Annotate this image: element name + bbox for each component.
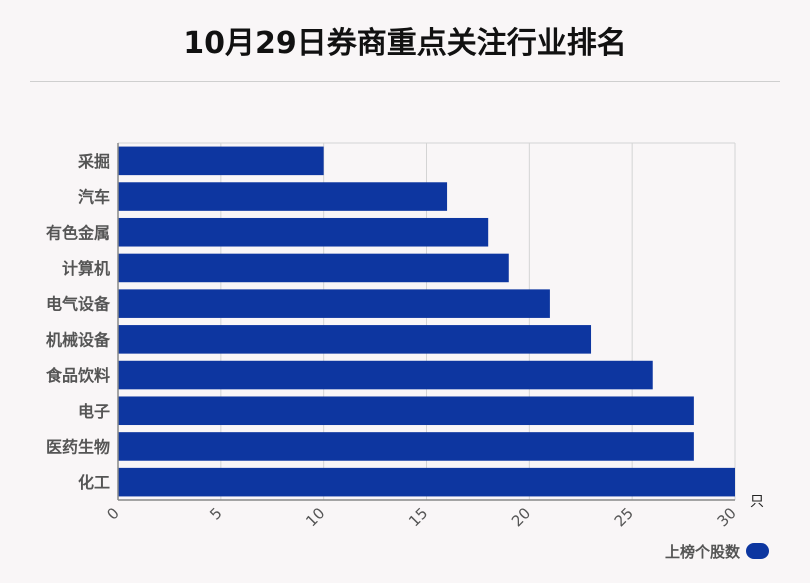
bar[interactable] — [118, 146, 324, 176]
x-tick-label: 10 — [302, 504, 328, 530]
bar[interactable] — [118, 396, 694, 426]
x-tick-label: 15 — [405, 504, 431, 530]
legend-swatch[interactable] — [746, 543, 769, 559]
bars — [118, 146, 735, 497]
x-axis-unit: 只 — [750, 494, 764, 510]
category-label: 电子 — [78, 402, 110, 421]
x-tick-label: 25 — [611, 504, 637, 530]
bar[interactable] — [118, 182, 448, 211]
legend[interactable]: 上榜个股数 — [665, 540, 769, 562]
legend-label: 上榜个股数 — [664, 542, 740, 561]
bar[interactable] — [118, 325, 592, 354]
chart-title: 10月29日券商重点关注行业排名 — [183, 26, 627, 61]
category-label: 计算机 — [62, 259, 110, 278]
title-divider — [30, 81, 780, 82]
category-label: 采掘 — [77, 152, 110, 171]
bar[interactable] — [118, 360, 653, 390]
bar[interactable] — [118, 253, 509, 283]
category-label: 电气设备 — [46, 295, 111, 314]
bar[interactable] — [118, 217, 489, 247]
bar[interactable] — [118, 432, 694, 461]
x-tick-label: 30 — [714, 504, 740, 530]
category-label: 汽车 — [78, 188, 110, 207]
category-label: 医药生物 — [46, 437, 110, 456]
category-label: 机械设备 — [46, 330, 111, 349]
axes — [117, 143, 735, 501]
x-tick-labels: 0 5 10 15 20 25 30 — [103, 504, 739, 530]
category-label: 化工 — [78, 473, 110, 492]
category-label: 有色金属 — [46, 223, 110, 242]
bar[interactable] — [118, 467, 735, 497]
x-tick-label: 5 — [206, 504, 225, 523]
x-tick-label: 0 — [103, 504, 122, 523]
category-label: 食品饮料 — [45, 366, 110, 385]
bar[interactable] — [118, 289, 550, 318]
x-tick-label: 20 — [508, 504, 534, 530]
